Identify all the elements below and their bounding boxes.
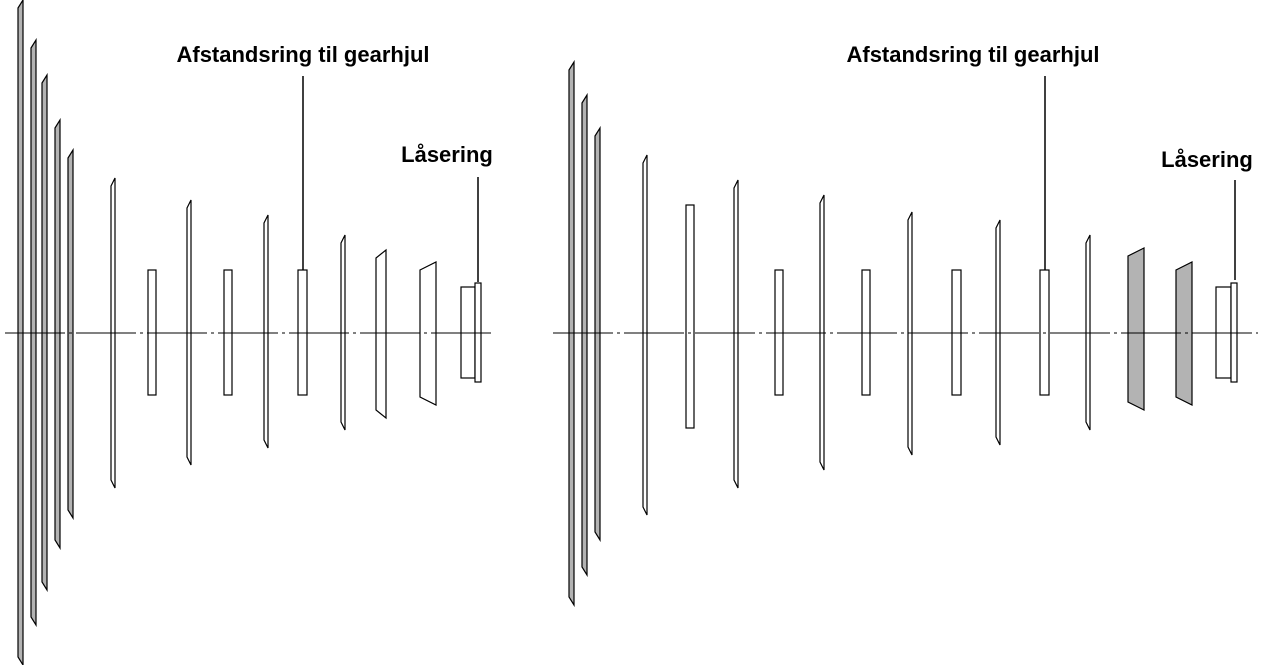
lockring-label: Låsering — [401, 142, 493, 167]
sprocket — [419, 261, 437, 406]
sprocket — [581, 92, 588, 578]
sprocket — [54, 117, 61, 551]
sprocket — [594, 125, 601, 543]
lockring-label: Låsering — [1161, 147, 1253, 172]
sprocket — [642, 154, 648, 516]
sprocket — [1175, 261, 1193, 406]
spacer-ring — [685, 204, 695, 429]
spacer-label: Afstandsring til gearhjul — [846, 42, 1099, 67]
sprocket — [733, 179, 739, 489]
sprocket — [67, 147, 74, 521]
sprocket — [263, 214, 269, 449]
sprocket — [375, 248, 387, 420]
spacer-label: Afstandsring til gearhjul — [176, 42, 429, 67]
sprocket — [1127, 247, 1145, 411]
